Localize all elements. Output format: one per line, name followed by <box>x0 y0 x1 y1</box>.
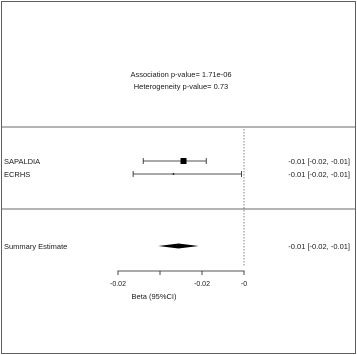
x-axis: -0.02 -0.02 -0 <box>110 270 247 288</box>
association-pvalue-text: Association p-value= 1.71e-06 <box>130 70 231 79</box>
x-axis-label: Beta (95%CI) <box>131 292 177 301</box>
point-estimate <box>180 158 187 164</box>
summary-name: Summary Estimate <box>4 242 67 251</box>
summary-row: Summary Estimate -0.01 [-0.02, -0.01] <box>4 242 350 251</box>
summary-diamond <box>158 243 199 249</box>
study-name: ECRHS <box>4 170 30 179</box>
x-tick-label: -0 <box>241 281 247 288</box>
study-ci-label: -0.01 [-0.02, -0.01] <box>288 170 350 179</box>
x-tick-label: -0.02 <box>110 281 126 288</box>
point-estimate <box>172 173 175 175</box>
study-row-ecrhs: ECRHS -0.01 [-0.02, -0.01] <box>4 170 350 179</box>
x-tick-label: -0.02 <box>194 281 210 288</box>
study-ci-label: -0.01 [-0.02, -0.01] <box>288 157 350 166</box>
summary-ci-label: -0.01 [-0.02, -0.01] <box>288 242 350 251</box>
heterogeneity-pvalue-text: Heterogeneity p-value= 0.73 <box>134 82 228 91</box>
study-row-sapaldia: SAPALDIA -0.01 [-0.02, -0.01] <box>4 157 350 166</box>
study-rows: SAPALDIA -0.01 [-0.02, -0.01] ECRHS -0.01 [… <box>4 157 350 179</box>
study-name: SAPALDIA <box>4 157 40 166</box>
